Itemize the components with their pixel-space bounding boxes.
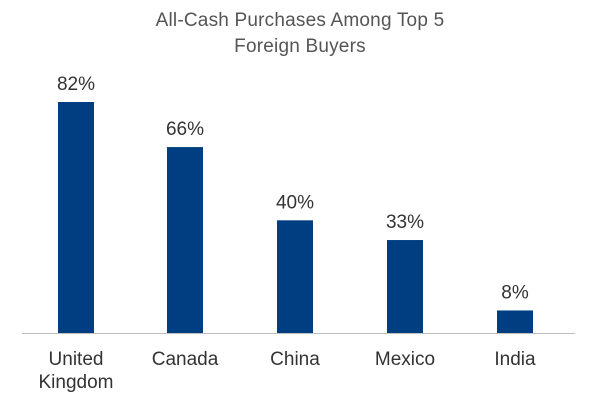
bar-3: [387, 240, 423, 333]
chart-title: All-Cash Purchases Among Top 5 Foreign B…: [0, 8, 600, 60]
category-label-0-line-1: Kingdom: [39, 372, 114, 393]
chart-title-line-1: All-Cash Purchases Among Top 5: [155, 10, 445, 31]
value-label-1: 66%: [166, 119, 204, 140]
bar-2: [277, 220, 313, 333]
bar-1: [167, 147, 203, 333]
category-label-0-line-0: United: [49, 349, 104, 370]
category-label-1: Canada: [152, 349, 219, 370]
bars-group: [58, 102, 533, 333]
value-label-2: 40%: [276, 192, 314, 213]
chart-title-line-2: Foreign Buyers: [234, 36, 366, 57]
category-label-3: Mexico: [375, 349, 435, 370]
category-label-2: China: [270, 349, 320, 370]
value-label-4: 8%: [501, 282, 529, 303]
value-label-0: 82%: [57, 74, 95, 95]
bar-4: [497, 310, 533, 333]
category-label-4: India: [494, 349, 536, 370]
value-label-3: 33%: [386, 212, 424, 233]
bar-0: [58, 102, 94, 333]
